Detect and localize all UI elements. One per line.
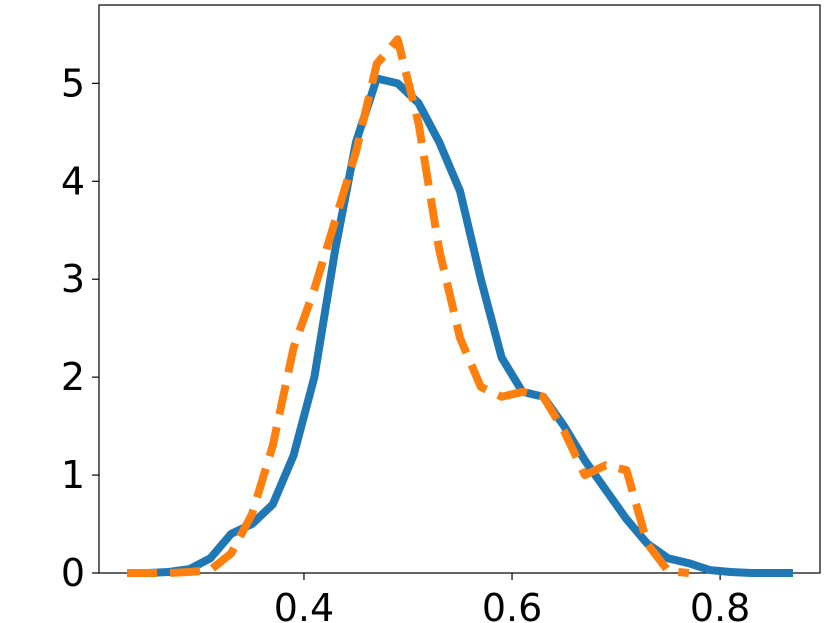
y-tick-label: 5 — [61, 61, 85, 105]
x-tick-label: 0.6 — [482, 586, 542, 623]
data-line — [127, 74, 793, 577]
y-tick-label: 4 — [61, 159, 85, 203]
data-line — [127, 35, 690, 577]
plot-frame — [98, 4, 821, 574]
x-tick-label: 0.8 — [690, 586, 750, 623]
x-tick-label: 0.4 — [274, 586, 334, 623]
y-tick-label: 3 — [61, 257, 85, 301]
y-tick-label: 0 — [61, 551, 85, 595]
y-tick-label: 1 — [61, 453, 85, 497]
y-tick-label: 2 — [61, 355, 85, 399]
